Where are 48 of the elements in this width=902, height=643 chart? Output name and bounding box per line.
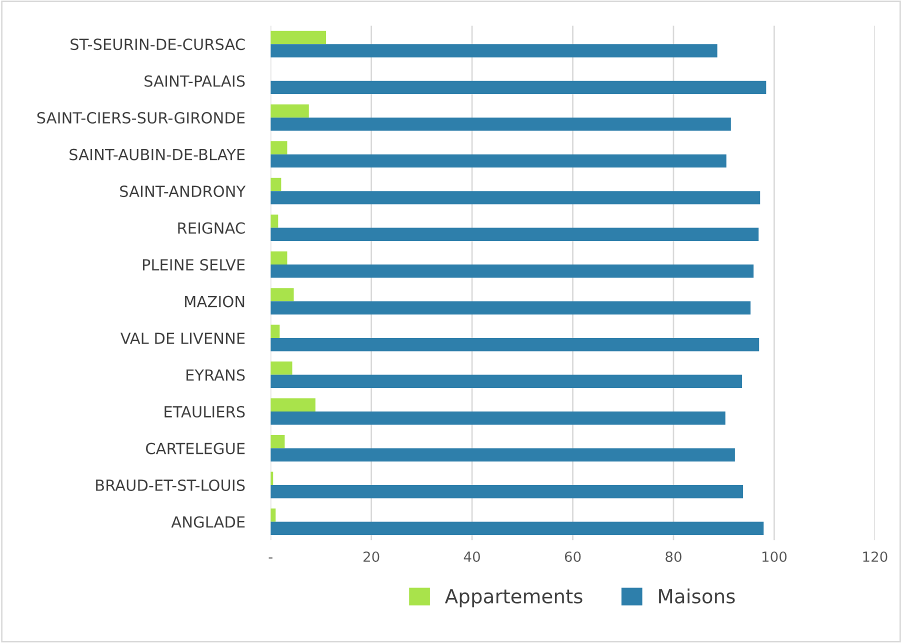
bar [270, 30, 326, 44]
bar [270, 154, 726, 168]
x-tick-label: 100 [762, 551, 787, 562]
bar [270, 301, 751, 315]
bar [270, 178, 282, 192]
legend-label: Maisons [659, 588, 735, 604]
bar [270, 288, 294, 302]
x-tick-label: 40 [464, 551, 480, 562]
y-tick-label: ST-SEURIN-DE-CURSAC [70, 38, 245, 50]
bar [270, 485, 743, 498]
bar [270, 44, 718, 58]
x-tick-label: - [268, 557, 272, 559]
bar [270, 435, 285, 448]
bar [270, 412, 726, 425]
bar [270, 362, 292, 375]
x-tick-label: 80 [666, 551, 682, 562]
y-tick-label: SAINT-PALAIS [144, 75, 245, 87]
x-tick-label: 120 [863, 551, 888, 562]
x-tick-label: 20 [364, 551, 380, 562]
y-tick-label: PLEINE SELVE [142, 259, 245, 271]
bar [270, 191, 760, 204]
y-tick-label: CARTELEGUE [146, 442, 245, 454]
bar [270, 448, 735, 462]
y-tick-label: ETAULIERS [164, 406, 245, 418]
x-tick-label: 60 [564, 551, 581, 562]
bar [270, 104, 309, 118]
y-tick-label: ANGLADE [171, 516, 245, 528]
bar [270, 214, 278, 228]
y-tick-label: BRAUD-ET-ST-LOUIS [96, 479, 245, 492]
y-tick-label: SAINT-ANDRONY [120, 186, 246, 198]
bar [270, 522, 764, 535]
bar [270, 80, 766, 94]
y-tick-label: SAINT-AUBIN-DE-BLAYE [70, 148, 245, 160]
bar [270, 118, 731, 131]
bar [270, 338, 760, 352]
legend-label: Appartements [444, 589, 582, 608]
y-tick-label: MAZION [185, 296, 244, 308]
bar [270, 141, 288, 154]
bar [270, 324, 280, 338]
y-tick-label: VAL DE LIVENNE [120, 332, 245, 344]
bar [270, 251, 288, 265]
y-tick-label: EYRANS [186, 369, 245, 381]
y-tick-label: SAINT-CIERS-SUR-GIRONDE [37, 112, 245, 124]
y-tick-label: REIGNAC [178, 222, 245, 234]
bar [270, 374, 742, 388]
bar [270, 228, 759, 242]
bar [270, 264, 754, 278]
bar [270, 398, 316, 412]
